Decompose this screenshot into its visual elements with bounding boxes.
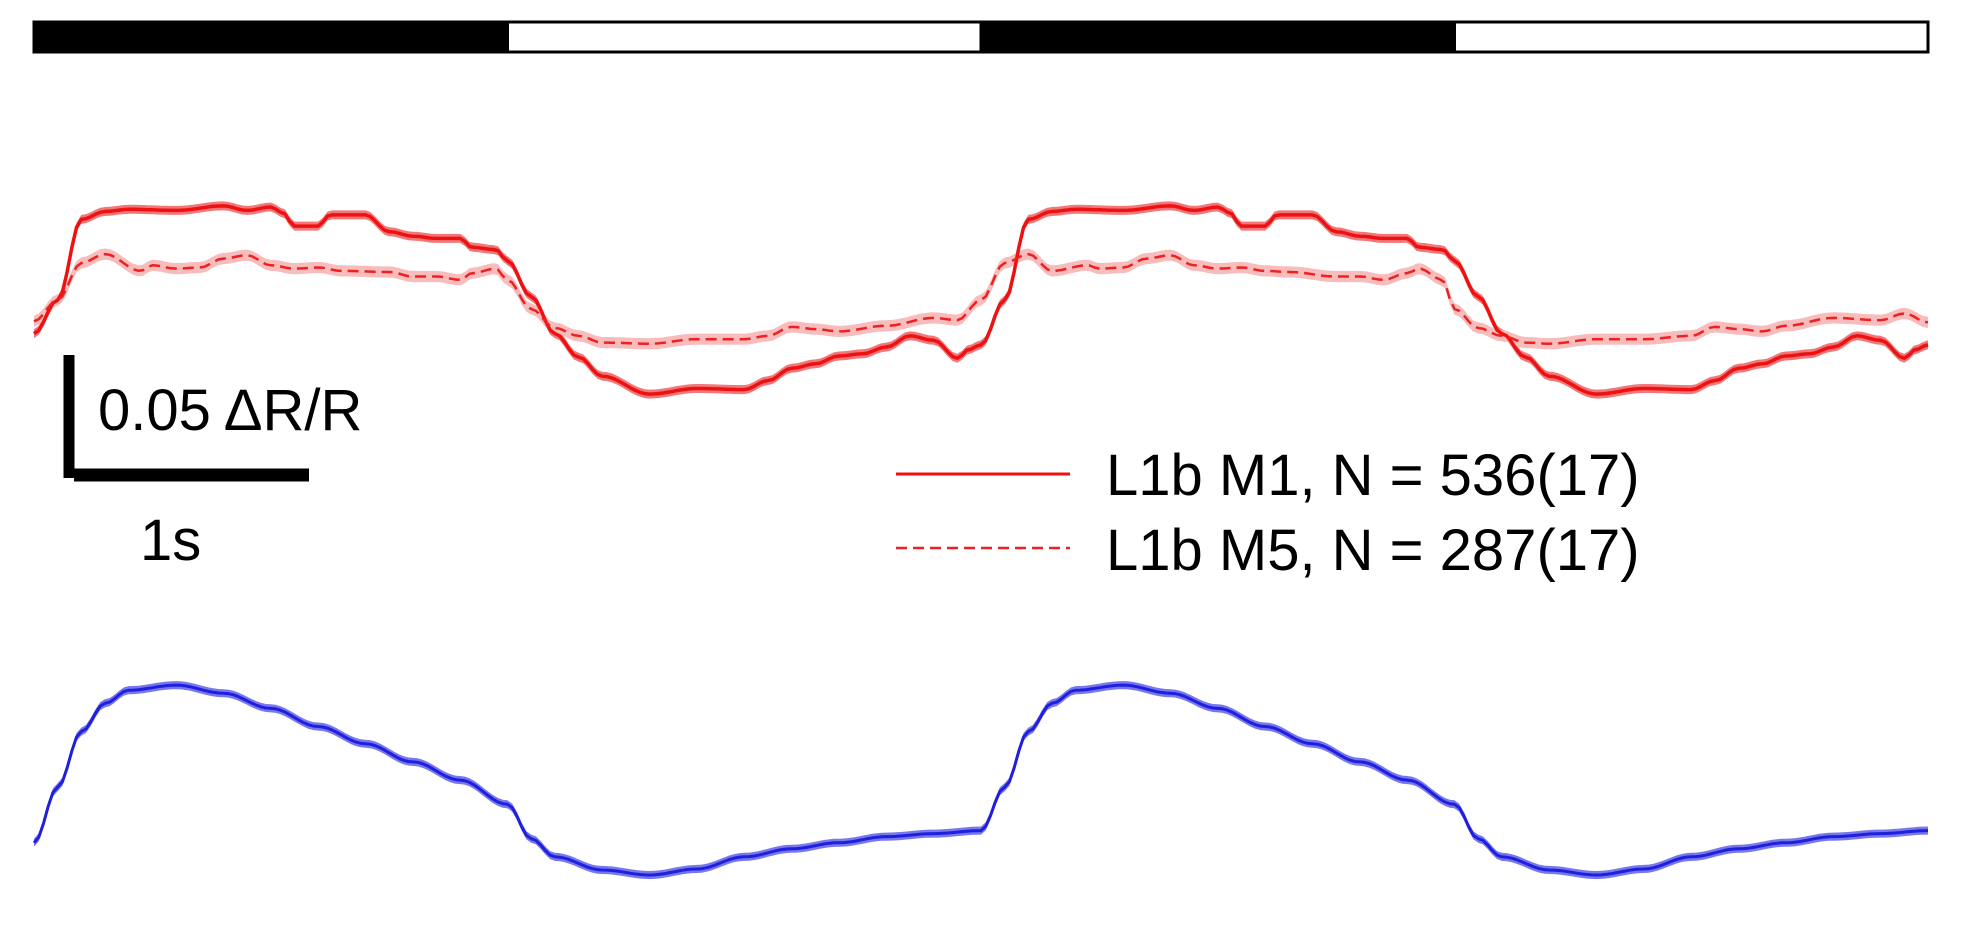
bottom-sem-bands xyxy=(34,681,1928,880)
panel-bottom xyxy=(32,681,1929,880)
scalebar-x-label: 1s xyxy=(140,508,201,573)
top-sem-band-1 xyxy=(34,248,1928,350)
bottom-series-lines xyxy=(32,683,1929,877)
legend-label-m5: L1b M5, N = 287(17) xyxy=(1106,518,1640,583)
top-series-line-1 xyxy=(33,252,1929,345)
top-series-lines xyxy=(33,204,1929,396)
stimulus-bar xyxy=(32,20,1930,54)
top-sem-bands xyxy=(34,201,1928,399)
scalebar: 0.05 ΔR/R 1s xyxy=(63,355,362,573)
top-series-line-0 xyxy=(33,204,1929,396)
panel-top xyxy=(33,201,1929,399)
stimulus-segment-light xyxy=(1453,20,1930,54)
stimulus-segment-light xyxy=(506,20,983,54)
scalebar-y-label: 0.05 ΔR/R xyxy=(98,378,362,443)
legend-label-m1: L1b M1, N = 536(17) xyxy=(1106,443,1640,508)
bottom-sem-band-0 xyxy=(34,681,1928,880)
legend: L1b M1, N = 536(17) L1b M5, N = 287(17) xyxy=(896,443,1640,583)
bottom-series-line-0 xyxy=(32,683,1929,877)
stimulus-segment-dark xyxy=(32,20,509,54)
stimulus-segment-dark xyxy=(979,20,1456,54)
